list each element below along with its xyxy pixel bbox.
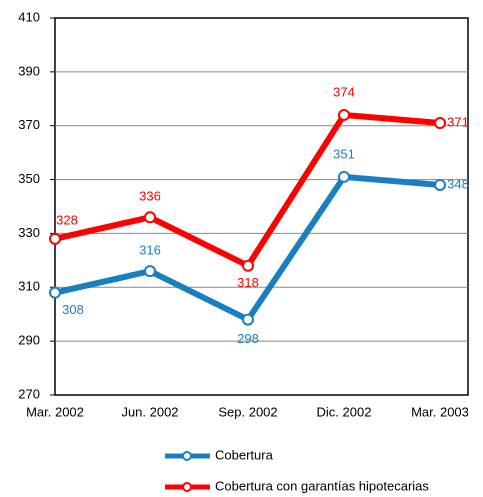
series-line bbox=[54, 173, 441, 323]
data-point bbox=[338, 108, 350, 121]
data-label: 316 bbox=[139, 243, 161, 258]
data-label: 308 bbox=[62, 302, 84, 317]
data-point bbox=[144, 265, 156, 278]
legend-label: Cobertura bbox=[215, 447, 274, 462]
data-label: 374 bbox=[333, 84, 355, 99]
data-point bbox=[49, 286, 61, 299]
data-label: 328 bbox=[56, 212, 78, 227]
y-tick-label: 330 bbox=[18, 225, 40, 240]
data-label: 318 bbox=[237, 275, 259, 290]
data-point bbox=[434, 117, 446, 130]
x-tick-label: Mar. 2002 bbox=[26, 404, 84, 419]
data-point bbox=[242, 259, 254, 272]
data-label: 298 bbox=[237, 331, 259, 346]
legend-marker bbox=[182, 482, 192, 492]
data-label: 351 bbox=[333, 146, 355, 161]
plot-frame bbox=[54, 17, 469, 396]
data-label: 348 bbox=[447, 176, 469, 191]
y-tick-label: 270 bbox=[18, 386, 40, 401]
data-point bbox=[49, 232, 61, 245]
data-label: 336 bbox=[139, 189, 161, 204]
data-label: 371 bbox=[447, 114, 469, 129]
data-point bbox=[338, 170, 350, 183]
data-point bbox=[242, 313, 254, 326]
series-line bbox=[54, 111, 441, 269]
data-point bbox=[434, 178, 446, 191]
x-tick-label: Dic. 2002 bbox=[317, 404, 372, 419]
y-tick-label: 290 bbox=[18, 333, 40, 348]
y-tick-label: 410 bbox=[18, 9, 40, 24]
y-tick-label: 350 bbox=[18, 171, 40, 186]
x-tick-label: Mar. 2003 bbox=[411, 404, 469, 419]
y-tick-label: 390 bbox=[18, 63, 40, 78]
legend-marker bbox=[182, 451, 192, 461]
y-tick-label: 370 bbox=[18, 117, 40, 132]
y-tick-label: 310 bbox=[18, 279, 40, 294]
legend-label: Cobertura con garantías hipotecarias bbox=[215, 478, 429, 493]
x-tick-label: Sep. 2002 bbox=[218, 404, 277, 419]
x-tick-label: Jun. 2002 bbox=[121, 404, 178, 419]
data-point bbox=[144, 211, 156, 224]
